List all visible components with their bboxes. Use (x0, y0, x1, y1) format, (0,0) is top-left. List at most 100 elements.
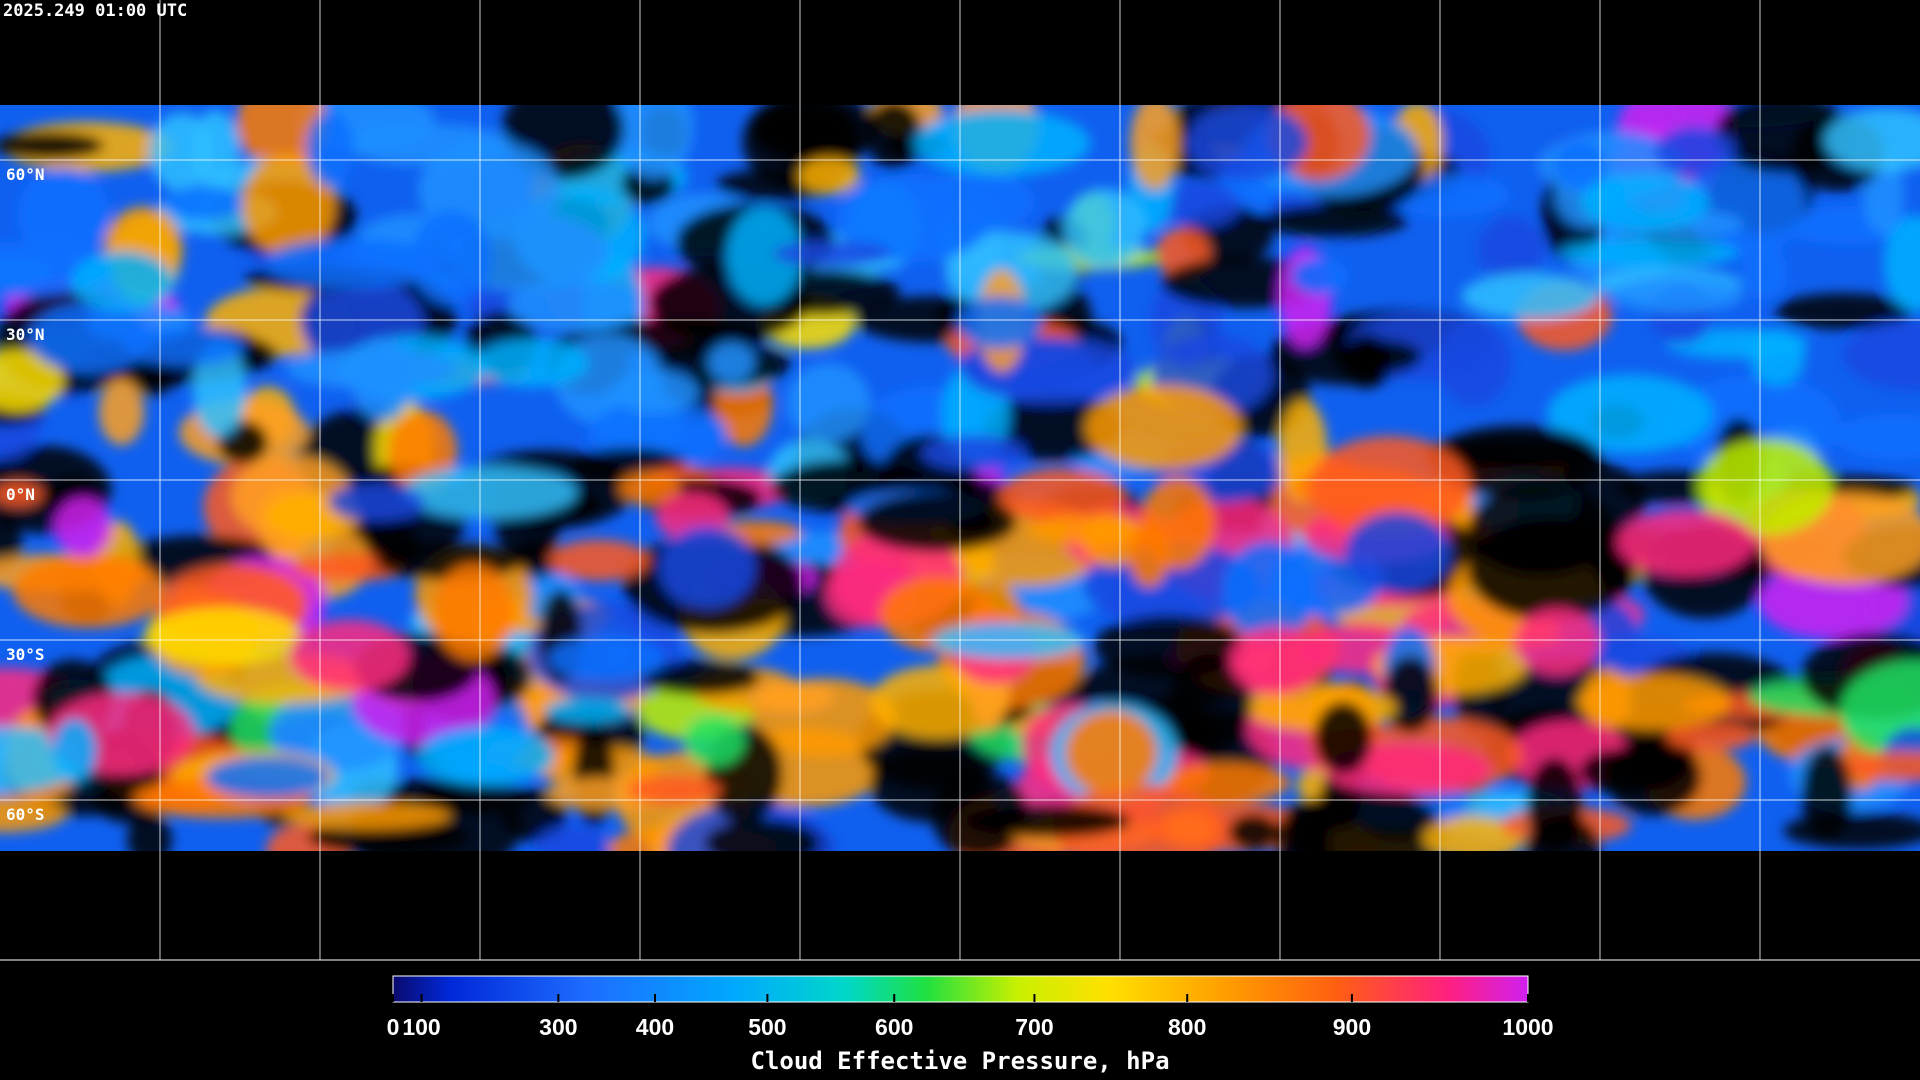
cloud-blob (984, 393, 1122, 461)
cloud-blob (0, 480, 44, 507)
cloud-blob (1838, 751, 1920, 782)
cloud-blob (1259, 204, 1408, 238)
cloud-blob (433, 563, 514, 662)
cloud-blob (0, 795, 67, 833)
cloud-blob (1477, 216, 1545, 284)
cloud-blob (402, 466, 577, 519)
cloud-blob (945, 231, 1078, 314)
cloud-blob (1616, 508, 1755, 577)
cloud-blob (626, 775, 722, 805)
cloud-blob (1082, 542, 1261, 627)
cloud-blob (921, 435, 1026, 471)
cloud-blob (1742, 243, 1788, 300)
colorbar-tick-label: 400 (636, 1014, 674, 1040)
cloud-blob (289, 619, 410, 692)
cloud-blob (1715, 105, 1851, 173)
cloud-blob (931, 622, 1085, 660)
cloud-blob (236, 105, 328, 169)
cloud-blob (548, 539, 650, 581)
cloud-blob (12, 554, 166, 628)
colorbar-tick-label: 1000 (1502, 1014, 1553, 1040)
cloud-blob (683, 715, 745, 767)
colorbar-tick-label: 800 (1168, 1014, 1206, 1040)
cloud-blob (52, 718, 97, 783)
cloud-blob (1159, 762, 1291, 804)
cloud-blob (660, 525, 756, 609)
cloud-blob (1461, 272, 1599, 320)
cloud-blob (548, 635, 666, 681)
cloud-blob (1422, 816, 1525, 851)
cloud-blob (1580, 173, 1710, 232)
cloud-blob (1162, 182, 1240, 227)
cloud-blob (343, 123, 513, 166)
cloud-blob (507, 279, 644, 333)
colorbar-title: Cloud Effective Pressure, hPa (750, 1047, 1169, 1075)
cloud-blob (1834, 413, 1920, 461)
cloud-blob (410, 210, 492, 305)
cloud-blob (417, 726, 555, 786)
cloud-blob (544, 697, 632, 724)
cloud-blob (612, 370, 699, 414)
cloud-blob (327, 483, 425, 522)
cloud-blob (205, 756, 329, 799)
cloud-blob (1655, 126, 1735, 176)
cloud-blob (1168, 654, 1252, 753)
cloud-blob (1697, 439, 1833, 535)
cloud-blob (773, 240, 892, 267)
cloud-blob (143, 607, 302, 665)
cloud-blob (1314, 701, 1373, 775)
latitude-label: 0°N (6, 485, 35, 504)
cloud-blob (0, 349, 64, 412)
cloud-blob (1382, 655, 1439, 734)
cloud-blob (1430, 425, 1605, 498)
cloud-blob (1610, 276, 1745, 314)
cloud-blob (54, 497, 113, 557)
cloud-blob (913, 109, 1091, 177)
latitude-label: 30°S (6, 645, 45, 664)
cloud-blob (704, 819, 820, 851)
latitude-label: 30°N (6, 325, 45, 344)
cloud-blob (1467, 517, 1635, 621)
cloud-blob (786, 362, 871, 443)
cloud-blob (17, 168, 111, 259)
cloud-blob (1605, 737, 1702, 816)
colorbar-tick-label: 900 (1333, 1014, 1371, 1040)
cloud-blob (242, 153, 336, 257)
cloud-blob (1130, 105, 1180, 191)
cloud-blob (835, 173, 991, 263)
cloud-blob (998, 468, 1127, 523)
cloud-blob (1883, 215, 1920, 312)
cloud-blob (536, 825, 610, 851)
cloud-blob (1824, 108, 1920, 172)
colorbar-tick-label: 300 (539, 1014, 577, 1040)
cloud-blob (1344, 512, 1451, 594)
timestamp: 2025.249 01:00 UTC (3, 1, 187, 21)
cloud-blob (306, 110, 354, 188)
cloud-blob (1291, 257, 1349, 295)
cloud-blob (1063, 188, 1146, 268)
colorbar-tick-label: 100 (402, 1014, 440, 1040)
cloud-blob (1229, 626, 1324, 695)
cloud-blob (798, 157, 861, 195)
cloud-blob (1576, 674, 1731, 730)
cloud-blob (124, 326, 246, 366)
cloud-blob (1308, 436, 1471, 537)
colorbar-tick-label: 0 (387, 1014, 400, 1040)
cloud-blob (98, 378, 145, 446)
cloud-blob (127, 814, 172, 851)
cloud-blob (1065, 710, 1158, 796)
cloud-blob (751, 680, 835, 714)
cloud-blob (1342, 333, 1391, 389)
cloud-blob (70, 251, 173, 312)
cloud-blob (726, 206, 802, 306)
cloud-blob (1228, 813, 1279, 851)
graticule: 60°N 30°N 0°N 30°S 60°S (0, 0, 1920, 960)
cloud-blob (1560, 238, 1740, 268)
colorbar-tick-label: 500 (748, 1014, 786, 1040)
colorbar (392, 975, 1529, 1003)
cloud-blob (475, 338, 589, 388)
colorbar-tick-label: 700 (1015, 1014, 1053, 1040)
cloud-blob (1666, 721, 1756, 752)
cloud-blob (282, 802, 451, 830)
